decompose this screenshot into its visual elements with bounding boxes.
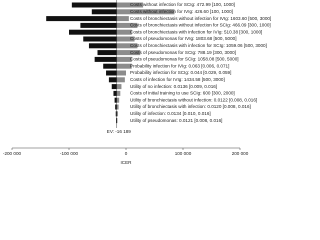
bar <box>116 77 125 83</box>
bar <box>116 56 132 62</box>
x-axis-label: ICER <box>121 160 133 165</box>
bar <box>116 22 138 28</box>
category-label: Probability infection for IVIg: 0.063 [0… <box>130 63 229 68</box>
category-label: Costs without infection for IVIg: 426.60… <box>130 9 233 14</box>
category-label: Utility of no infection: 0.0136 [0.009, … <box>130 84 217 89</box>
bar <box>116 36 135 42</box>
bar <box>116 29 132 35</box>
category-label: Costs of initial training to use SCIg: 6… <box>130 91 235 96</box>
bar <box>116 70 126 76</box>
bar <box>116 118 118 124</box>
ev-label: EV: -16 189 <box>107 129 132 134</box>
bar <box>113 90 117 96</box>
category-label: Utility of pseudomonas: 0.0121 [0.008, 0… <box>130 118 222 123</box>
bar <box>114 97 117 103</box>
category-label: Costs of infection for IVIg: 1434.58 [50… <box>130 77 225 82</box>
bar <box>115 111 117 117</box>
bar <box>111 84 117 90</box>
bar <box>116 97 120 103</box>
category-label: Utility of bronchiectasis with infection… <box>130 104 251 109</box>
category-label: Probability infection for SCIg: 0.044 [0… <box>130 70 231 75</box>
bar <box>80 22 117 28</box>
bar <box>106 70 117 76</box>
category-label: Utility of bronchiectasis without infect… <box>130 97 257 102</box>
bar <box>116 9 175 15</box>
x-tick-label: -200 000 <box>3 151 22 156</box>
x-tick-label: 200 000 <box>232 151 249 156</box>
bar <box>46 16 117 22</box>
x-tick-label: 0 <box>125 151 128 156</box>
category-label: Costs of pseudomonas for SCIg: 1058.08 [… <box>130 57 239 62</box>
category-label: Utility of infection: 0.0134 [0.010, 0.0… <box>130 111 211 116</box>
bar <box>69 29 117 35</box>
x-tick-label: -100 000 <box>60 151 79 156</box>
bar <box>103 63 117 69</box>
bar <box>97 50 117 56</box>
bar <box>116 104 119 110</box>
category-label: Costs of bronchiectasis without infectio… <box>130 23 271 28</box>
bar <box>116 16 129 22</box>
bar <box>116 50 141 56</box>
bar <box>116 90 121 96</box>
bar <box>115 104 117 110</box>
bar <box>91 9 117 15</box>
bar <box>94 56 117 62</box>
category-label: Costs of bronchiectasis without infectio… <box>130 16 271 21</box>
bar <box>116 63 132 69</box>
bar <box>108 77 117 83</box>
bar <box>116 43 138 49</box>
x-tick-label: 100 000 <box>175 151 192 156</box>
bar <box>116 118 117 124</box>
bar <box>88 43 117 49</box>
category-label: Costs of bronchiectasis with infection f… <box>130 29 262 34</box>
category-label: Costs of pseudomonas for IVIg: 1803.68 [… <box>130 36 237 41</box>
chart: ICER Costs without infection for SCIg: 4… <box>3 0 271 165</box>
bar <box>71 2 117 8</box>
category-label: Costs of bronchiectasis with infection f… <box>130 43 267 48</box>
bar <box>116 111 119 117</box>
category-label: Costs of pseudomonas for SCIg: 788.19 [3… <box>130 50 236 55</box>
bar <box>116 2 144 8</box>
bar <box>83 36 117 42</box>
bar <box>116 84 122 90</box>
category-label: Costs without infection for SCIg: 472.99… <box>130 2 235 7</box>
